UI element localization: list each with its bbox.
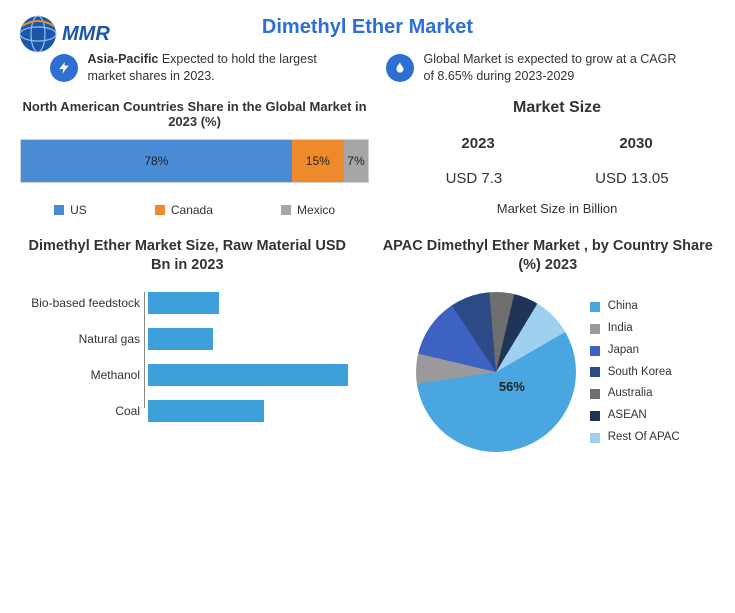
hbar-track xyxy=(148,328,355,350)
legend-swatch xyxy=(155,205,165,215)
legend-swatch xyxy=(281,205,291,215)
na-legend-canada: Canada xyxy=(155,203,213,217)
hbar-row: Coal xyxy=(24,400,355,422)
logo: MMR xyxy=(16,12,110,56)
callout-asia-text: Asia-Pacific Expected to hold the larges… xyxy=(88,51,350,85)
pie-legend-item: ASEAN xyxy=(590,405,680,427)
year-2030: 2030 xyxy=(619,135,652,152)
apac-pie-panel: APAC Dimethyl Ether Market , by Country … xyxy=(375,237,716,453)
legend-label: Mexico xyxy=(297,203,335,217)
bottom-row: Dimethyl Ether Market Size, Raw Material… xyxy=(0,237,735,453)
hbar-track xyxy=(148,364,355,386)
legend-swatch xyxy=(590,389,600,399)
page-title: Dimethyl Ether Market xyxy=(0,0,735,39)
value-2023: USD 7.3 xyxy=(446,170,503,187)
legend-swatch xyxy=(590,302,600,312)
legend-label: Australia xyxy=(608,383,653,405)
legend-swatch xyxy=(590,411,600,421)
apac-pie-legend: ChinaIndiaJapanSouth KoreaAustraliaASEAN… xyxy=(590,296,680,449)
legend-label: Canada xyxy=(171,203,213,217)
hbar-label: Methanol xyxy=(24,368,148,382)
hbar-label: Natural gas xyxy=(24,332,148,346)
na-seg-mexico: 7% xyxy=(344,140,368,182)
market-size-years: 2023 2030 xyxy=(399,135,715,152)
pie-legend-item: Rest Of APAC xyxy=(590,427,680,449)
value-2030: USD 13.05 xyxy=(595,170,668,187)
hbar-fill xyxy=(148,292,219,314)
na-share-panel: North American Countries Share in the Gl… xyxy=(20,99,387,217)
bolt-icon xyxy=(50,54,78,82)
hbar-y-axis xyxy=(144,292,145,408)
na-legend-mexico: Mexico xyxy=(281,203,335,217)
na-legend-us: US xyxy=(54,203,87,217)
hbar-row: Methanol xyxy=(24,364,355,386)
hbar-track xyxy=(148,400,355,422)
legend-label: India xyxy=(608,318,633,340)
legend-swatch xyxy=(54,205,64,215)
callout-cagr: Global Market is expected to grow at a C… xyxy=(386,51,686,85)
pie-legend-item: India xyxy=(590,318,680,340)
hbar-label: Coal xyxy=(24,404,148,418)
pie-center-label: 56% xyxy=(499,379,525,394)
hbar-fill xyxy=(148,400,264,422)
na-seg-canada: 15% xyxy=(292,140,344,182)
raw-material-chart: Bio-based feedstock Natural gas Methanol Co… xyxy=(20,292,355,422)
year-2023: 2023 xyxy=(461,135,494,152)
apac-pie-title: APAC Dimethyl Ether Market , by Country … xyxy=(381,237,716,275)
legend-swatch xyxy=(590,433,600,443)
hbar-fill xyxy=(148,328,213,350)
na-seg-us: 78% xyxy=(21,140,292,182)
callout-asia-pacific: Asia-Pacific Expected to hold the larges… xyxy=(50,51,350,85)
pie-legend-item: China xyxy=(590,296,680,318)
legend-label: South Korea xyxy=(608,362,672,384)
market-size-panel: Market Size 2023 2030 USD 7.3 USD 13.05 … xyxy=(387,99,715,216)
globe-icon xyxy=(16,12,60,56)
raw-material-title: Dimethyl Ether Market Size, Raw Material… xyxy=(20,237,355,275)
market-size-values: USD 7.3 USD 13.05 xyxy=(399,170,715,187)
logo-text: MMR xyxy=(62,23,110,46)
hbar-label: Bio-based feedstock xyxy=(24,296,148,310)
apac-pie-chart: 56% xyxy=(416,292,576,452)
legend-label: Rest Of APAC xyxy=(608,427,680,449)
raw-material-panel: Dimethyl Ether Market Size, Raw Material… xyxy=(20,237,365,437)
hbar-fill xyxy=(148,364,348,386)
apac-pie-wrap: 56% ChinaIndiaJapanSouth KoreaAustraliaA… xyxy=(381,292,716,452)
pie-legend-item: South Korea xyxy=(590,362,680,384)
legend-swatch xyxy=(590,324,600,334)
legend-swatch xyxy=(590,367,600,377)
na-stacked-bar: 78%15%7% xyxy=(20,139,369,183)
hbar-row: Natural gas xyxy=(24,328,355,350)
legend-label: Japan xyxy=(608,340,639,362)
hbar-row: Bio-based feedstock xyxy=(24,292,355,314)
pie-legend-item: Australia xyxy=(590,383,680,405)
legend-swatch xyxy=(590,346,600,356)
legend-label: US xyxy=(70,203,87,217)
callouts-row: Asia-Pacific Expected to hold the larges… xyxy=(0,39,735,85)
market-size-title: Market Size xyxy=(399,99,715,117)
na-share-title: North American Countries Share in the Gl… xyxy=(20,99,369,129)
top-row: North American Countries Share in the Gl… xyxy=(0,99,735,217)
market-size-caption: Market Size in Billion xyxy=(399,201,715,216)
legend-label: ASEAN xyxy=(608,405,647,427)
pie-legend-item: Japan xyxy=(590,340,680,362)
hbar-track xyxy=(148,292,355,314)
legend-label: China xyxy=(608,296,638,318)
flame-icon xyxy=(386,54,414,82)
na-legend: US Canada Mexico xyxy=(20,203,369,217)
callout-cagr-text: Global Market is expected to grow at a C… xyxy=(424,51,686,85)
